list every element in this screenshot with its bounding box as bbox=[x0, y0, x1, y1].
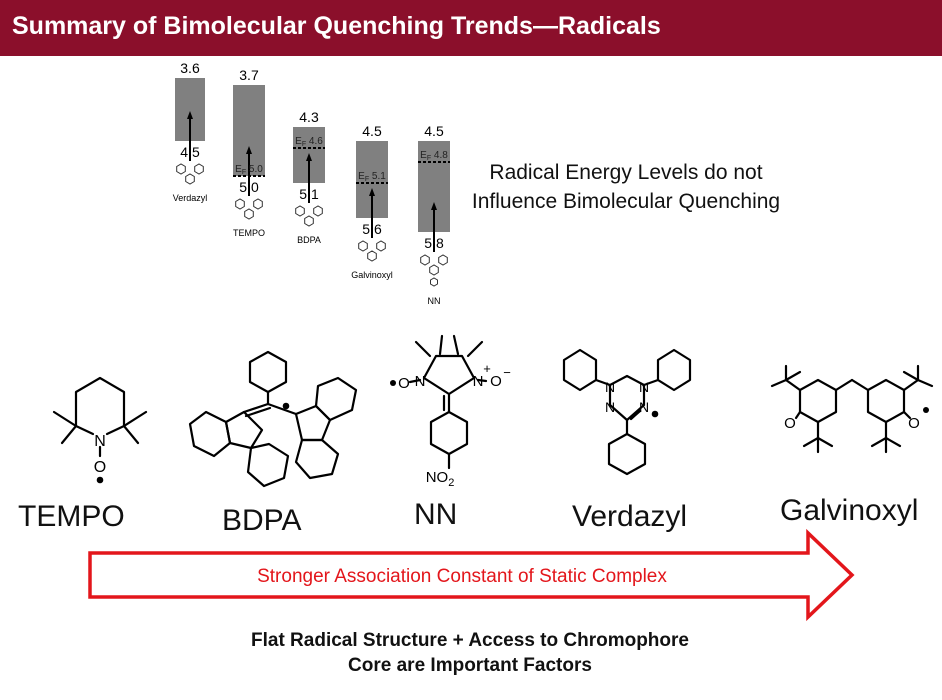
fermi-level-label: EF 4.6 bbox=[295, 136, 323, 148]
footer-text: Flat Radical Structure + Access to Chrom… bbox=[120, 628, 820, 678]
nn-o1-label: O bbox=[398, 375, 410, 392]
energy-top-label: 3.7 bbox=[239, 67, 259, 83]
name-verdazyl: Verdazyl bbox=[572, 500, 688, 533]
excitation-arrowhead bbox=[369, 188, 375, 196]
fermi-level-label: EF 5.1 bbox=[358, 171, 386, 183]
footer-line2: Core are Important Factors bbox=[348, 655, 592, 676]
galvinoxyl-o2-label: O bbox=[908, 415, 920, 432]
bdpa-radical-dot bbox=[282, 402, 290, 410]
title-banner: Summary of Bimolecular Quenching Trends—… bbox=[0, 0, 942, 56]
footer-line1: Flat Radical Structure + Access to Chrom… bbox=[251, 630, 689, 651]
nn-n1-label: N bbox=[415, 373, 426, 390]
nn-radical-dot bbox=[390, 380, 396, 386]
mini-structure-icon bbox=[420, 254, 448, 287]
nn-o2-label: O bbox=[490, 373, 502, 390]
tempo-radical-dot bbox=[96, 476, 104, 484]
nn-minus-label: − bbox=[503, 365, 511, 380]
tempo-structure: N O bbox=[52, 376, 148, 484]
verdazyl-n1-label: N bbox=[605, 379, 615, 395]
bdpa-structure bbox=[188, 350, 358, 488]
energy-top-label: 4.3 bbox=[299, 109, 319, 125]
excitation-arrowhead bbox=[306, 153, 312, 161]
verdazyl-structure: N N N N bbox=[562, 348, 692, 476]
mini-structure-name: NN bbox=[428, 296, 441, 306]
arrow-text: Stronger Association Constant of Static … bbox=[257, 566, 667, 587]
fermi-level-label: EF 4.8 bbox=[420, 150, 448, 162]
energy-top-label: 4.5 bbox=[362, 123, 382, 139]
excitation-arrowhead bbox=[246, 146, 252, 154]
energy-note-line2: Influence Bimolecular Quenching bbox=[471, 190, 781, 213]
mini-structure-icon bbox=[358, 240, 386, 262]
energy-top-label: 3.6 bbox=[180, 60, 200, 76]
galvinoxyl-structure: O O bbox=[770, 364, 934, 454]
slide-title: Summary of Bimolecular Quenching Trends—… bbox=[12, 12, 661, 40]
nn-n2-label: N bbox=[473, 373, 484, 390]
name-bdpa: BDPA bbox=[222, 504, 302, 537]
mini-structure-name: TEMPO bbox=[233, 228, 265, 238]
verdazyl-n3-label: N bbox=[605, 399, 615, 415]
nn-structure: N N + O O − NO2 bbox=[390, 334, 511, 489]
tempo-o-label: O bbox=[94, 459, 106, 476]
nn-plus-label: + bbox=[483, 361, 491, 376]
mini-structure-name: BDPA bbox=[297, 235, 321, 245]
galvinoxyl-radical-dot bbox=[923, 407, 929, 413]
excitation-arrowhead bbox=[431, 202, 437, 210]
galvinoxyl-o1-label: O bbox=[784, 415, 796, 432]
mini-structure-name: Verdazyl bbox=[173, 193, 208, 203]
energy-level-diagram: 3.64.5Verdazyl3.75.0EF 5.0TEMPO4.35.1EF … bbox=[173, 60, 450, 306]
mini-structure-icon bbox=[235, 198, 263, 220]
verdazyl-n2-label: N bbox=[639, 379, 649, 395]
energy-note-line1: Radical Energy Levels do not bbox=[489, 161, 763, 184]
arrow-shape bbox=[88, 528, 855, 622]
verdazyl-radical-dot bbox=[651, 410, 659, 418]
mini-structure-name: Galvinoxyl bbox=[351, 270, 393, 280]
nn-no2-label: NO2 bbox=[426, 469, 455, 489]
energy-note: Radical Energy Levels do not Influence B… bbox=[456, 158, 796, 216]
name-galvinoxyl: Galvinoxyl bbox=[780, 494, 919, 527]
verdazyl-n4-label: N bbox=[639, 399, 649, 415]
name-nn: NN bbox=[414, 498, 458, 531]
name-tempo: TEMPO bbox=[18, 500, 125, 533]
fermi-level-label: EF 5.0 bbox=[235, 164, 263, 176]
tempo-n-label: N bbox=[94, 433, 106, 450]
molecule-structures: N O N N + O O − NO2 bbox=[52, 334, 934, 489]
excitation-arrowhead bbox=[187, 111, 193, 119]
mini-structure-icon bbox=[176, 163, 204, 185]
mini-structure-icon bbox=[295, 205, 323, 227]
energy-top-label: 4.5 bbox=[424, 123, 444, 139]
